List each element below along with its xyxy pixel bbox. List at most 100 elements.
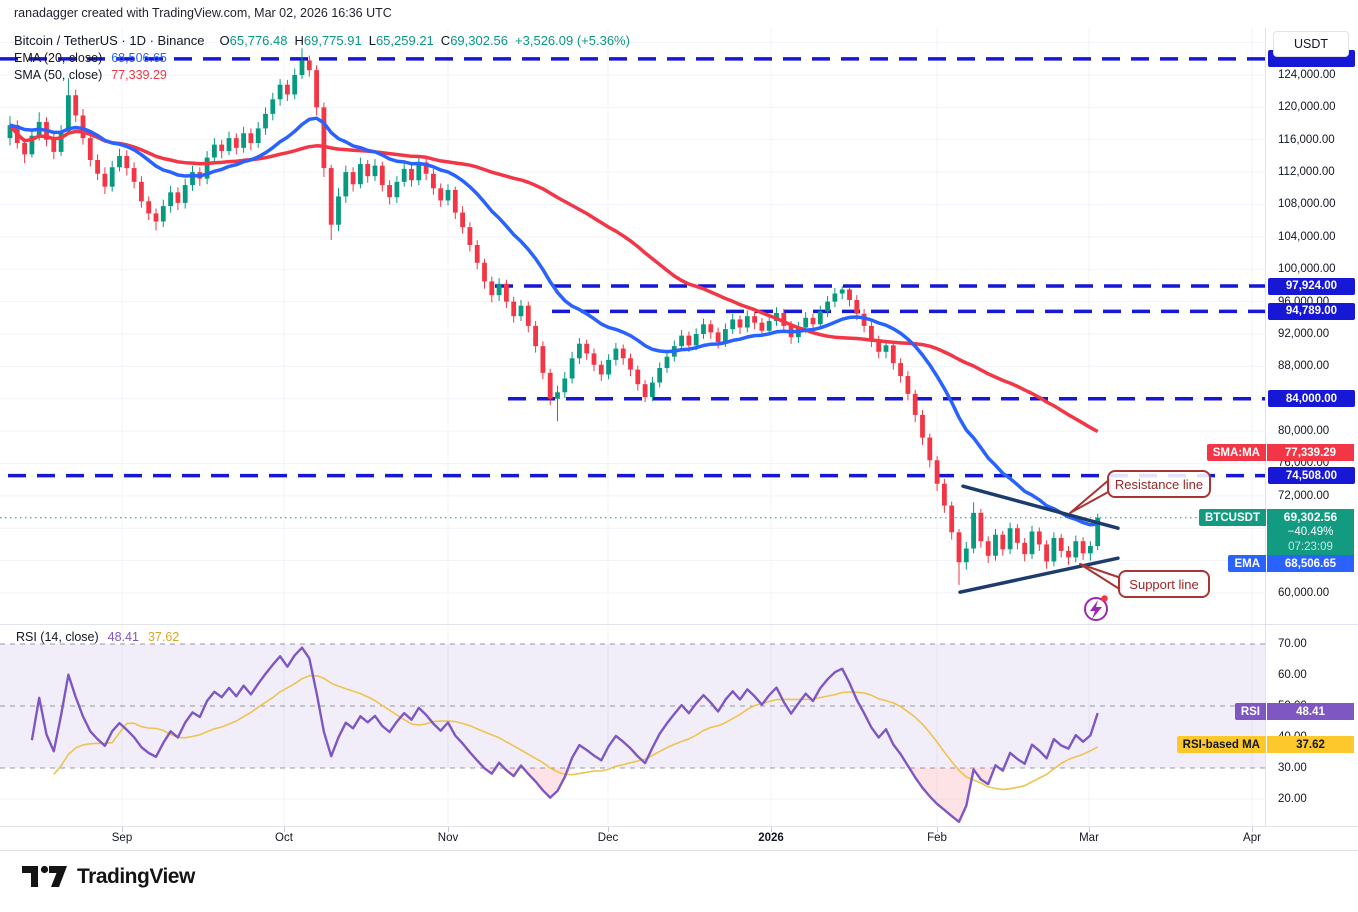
candle-body	[730, 319, 736, 330]
sma-50-line	[8, 124, 1099, 434]
candle-body	[423, 162, 429, 174]
price-level-label[interactable]: 97,924.00	[1268, 277, 1355, 295]
rsi-ma-value-marker: RSI-based MA 37.62	[1176, 736, 1354, 753]
high-key: H	[294, 33, 304, 48]
candle-body	[182, 185, 188, 203]
candle-body	[270, 99, 276, 114]
change-value: +3,526.09 (+5.36%)	[515, 33, 630, 48]
sma-marker-value: 77,339.29	[1267, 444, 1354, 461]
ema-legend-value: 68,506.65	[111, 51, 167, 65]
support-trendline[interactable]	[958, 556, 1120, 594]
candle-body	[1036, 531, 1042, 545]
candle-body	[628, 358, 633, 370]
price-tick-label: 60,000.00	[1278, 586, 1330, 599]
notification-dot-icon	[1101, 595, 1108, 602]
candle-body	[365, 164, 371, 177]
candle-body	[95, 159, 100, 174]
candle-body	[22, 142, 27, 155]
candle-body	[328, 168, 334, 225]
candle-body	[7, 125, 13, 139]
candle-body	[708, 324, 714, 333]
pane-separator[interactable]	[0, 624, 1358, 625]
rsi-tick-label: 20.00	[1278, 793, 1307, 805]
candle-body	[233, 138, 239, 148]
sma-price-marker: SMA:MA 77,339.29	[1206, 444, 1354, 461]
price-tick-label: 72,000.00	[1278, 489, 1330, 502]
candle-body	[1007, 528, 1013, 550]
price-tick-label: 124,000.00	[1278, 69, 1336, 81]
price-level-label[interactable]: 94,789.00	[1268, 302, 1355, 320]
rsi-ma-legend-value: 37.62	[147, 630, 180, 644]
candle-body	[1066, 550, 1071, 558]
rsi-marker-tag: RSI	[1234, 703, 1266, 720]
price-level-label[interactable]: 74,508.00	[1268, 467, 1355, 485]
support-callout-tail[interactable]	[1079, 563, 1122, 591]
time-tick-mark	[122, 827, 123, 832]
candle-body	[898, 363, 903, 377]
low-key: L	[368, 33, 376, 48]
candle-body	[847, 289, 852, 300]
candle-body	[650, 382, 655, 398]
candle-body	[190, 172, 195, 186]
currency-toggle-button[interactable]: USDT	[1273, 31, 1349, 57]
candle-body	[978, 512, 984, 542]
rsi-legend-value: 48.41	[107, 630, 139, 644]
time-tick-label: Apr	[1243, 832, 1261, 844]
candle-body	[759, 322, 765, 331]
rsi-legend: RSI (14, close) 48.41 37.62	[16, 630, 179, 644]
candle-body	[766, 321, 772, 331]
price-level-label[interactable]: 84,000.00	[1268, 390, 1355, 408]
price-tick-label: 100,000.00	[1278, 263, 1336, 276]
tradingview-logo-icon	[22, 865, 67, 887]
candle-body	[1029, 531, 1035, 555]
candle-body	[139, 181, 144, 202]
candle-body	[131, 168, 137, 182]
candle-body	[489, 281, 495, 296]
change-percent-value: −40.49%	[1287, 526, 1334, 538]
rsi-value-marker: RSI 48.41	[1234, 703, 1354, 720]
candle-body	[102, 173, 108, 187]
candle-body	[934, 460, 940, 484]
open-value: 65,776.48	[229, 33, 288, 48]
candle-body	[292, 75, 298, 95]
last-price-marker: BTCUSDT 69,302.56 −40.49% 07:23:09	[1199, 509, 1354, 558]
price-tick-label: 108,000.00	[1278, 198, 1336, 211]
candle-body	[452, 189, 458, 213]
price-axis[interactable]: USDT 124,000.00 120,000.00 116,000.00 112,0…	[1265, 28, 1358, 826]
resistance-callout-bubble[interactable]	[1107, 470, 1211, 498]
support-line-callout[interactable]: Support line	[1129, 576, 1199, 592]
candle-body	[839, 289, 845, 294]
candle-body	[1015, 528, 1020, 543]
candle-body	[744, 316, 750, 328]
resistance-trendline[interactable]	[961, 484, 1120, 530]
candle-body	[533, 325, 538, 347]
candle-body	[810, 317, 816, 325]
candle-body	[1080, 541, 1086, 554]
price-tick-label: 92,000.00	[1278, 327, 1330, 340]
resistance-line-callout[interactable]: Resistance line	[1114, 476, 1204, 492]
time-axis[interactable]: Sep Oct Nov Dec 2026 Feb Mar Apr	[0, 826, 1358, 851]
time-tick-label: Mar	[1079, 832, 1099, 844]
candle-body	[117, 155, 122, 168]
price-tick-label: 88,000.00	[1278, 360, 1330, 373]
high-value: 69,775.91	[303, 33, 362, 48]
symbol-legend: Bitcoin / TetherUS · 1D · Binance O65,776…	[14, 33, 630, 48]
candle-body	[219, 144, 225, 152]
support-callout-bubble[interactable]	[1118, 570, 1210, 598]
candle-body	[591, 353, 597, 365]
candle-body	[445, 189, 451, 201]
candle-body	[73, 95, 79, 116]
candle-body	[460, 212, 465, 228]
candle-body	[1044, 544, 1049, 562]
tradingview-logo[interactable]: TradingView	[22, 864, 195, 890]
sma-legend-value: 77,339.29	[111, 68, 167, 82]
price-tick-label: 112,000.00	[1278, 166, 1335, 179]
candle-body	[715, 332, 721, 343]
candle-body	[1095, 517, 1101, 547]
sma-legend-label: SMA (50, close)	[14, 68, 103, 82]
rsi-ma-marker-value: 37.62	[1267, 736, 1354, 753]
rsi-tick-label: 60.00	[1278, 669, 1307, 681]
candle-body	[409, 168, 414, 181]
